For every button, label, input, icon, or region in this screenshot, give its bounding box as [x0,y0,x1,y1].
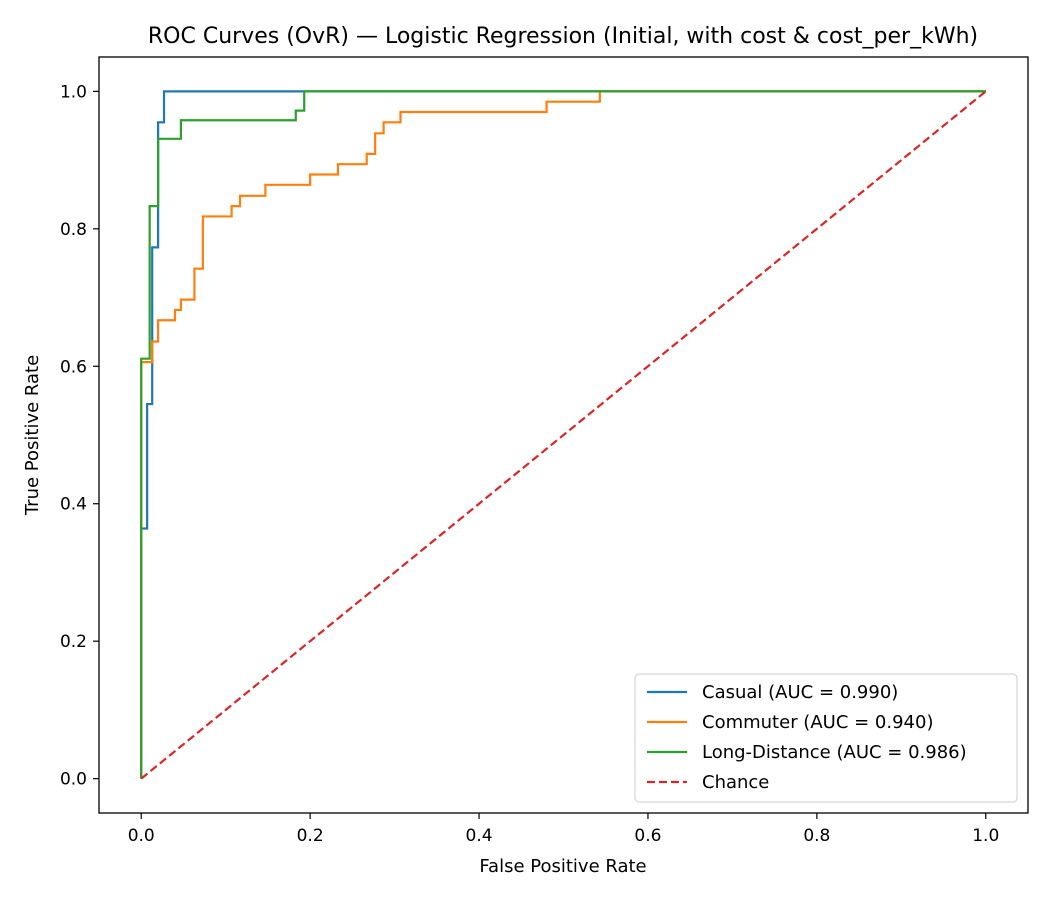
legend-box [634,673,1018,803]
legend-entry: Commuter (AUC = 0.940) [702,712,933,733]
x-tick-label: 0.2 [297,826,324,846]
y-axis: 0.0 0.2 0.4 0.6 0.8 1.0 [60,82,99,790]
y-tick-label: 0.8 [60,220,87,240]
series-line-1 [140,90,986,779]
y-axis-label: True Positive Rate [22,355,43,516]
plot-area [140,90,987,780]
x-tick-label: 0.0 [128,826,155,846]
x-tick-label: 0.4 [466,826,493,846]
legend-entry: Long-Distance (AUC = 0.986) [702,742,967,763]
x-axis-label: False Positive Rate [479,856,646,877]
y-tick-label: 0.0 [60,770,87,790]
chart-title: ROC Curves (OvR) — Logistic Regression (… [148,24,978,49]
x-tick-label: 0.8 [803,826,830,846]
y-tick-label: 0.6 [60,357,87,377]
legend-entry: Chance [702,772,769,793]
y-tick-label: 1.0 [60,82,87,102]
series-line-3 [140,90,987,780]
legend-entry: Casual (AUC = 0.990) [702,682,898,703]
legend: Casual (AUC = 0.990) Commuter (AUC = 0.94… [634,673,1018,803]
x-axis: 0.0 0.2 0.4 0.6 0.8 1.0 [128,813,999,846]
y-tick-label: 0.2 [60,632,87,652]
x-tick-label: 0.6 [634,826,661,846]
plot-frame [98,56,1029,814]
x-tick-label: 1.0 [972,826,999,846]
y-tick-label: 0.4 [60,495,87,515]
series-line-2 [140,90,986,779]
